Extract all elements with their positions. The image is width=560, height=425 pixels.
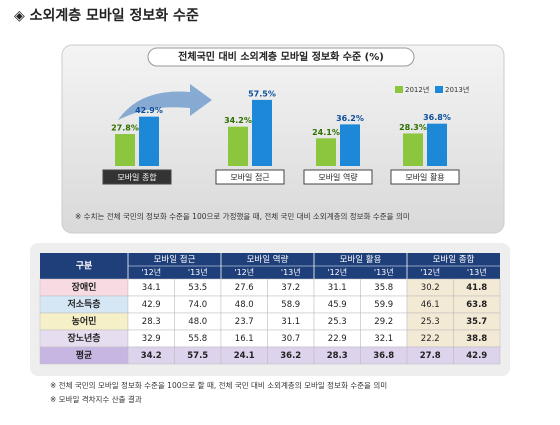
header-cell: '12년 — [327, 267, 347, 277]
legend-swatch — [435, 86, 443, 93]
cell: 32.1 — [374, 334, 393, 344]
category-label: 모바일 접근 — [230, 172, 269, 182]
header-cell: 모바일 종합 — [433, 254, 475, 265]
cell: 46.1 — [421, 300, 440, 310]
cell: 36.2 — [280, 351, 301, 361]
cell: 59.9 — [374, 300, 393, 310]
category-box — [102, 169, 172, 185]
category-label: 모바일 종합 — [117, 172, 157, 182]
cell: 22.9 — [328, 334, 347, 344]
value-label: 24.1% — [312, 128, 340, 137]
note: ※ 모바일 격차지수 산출 결과 — [50, 394, 142, 404]
header-cell: '13년 — [188, 267, 208, 277]
cell: 31.1 — [281, 317, 300, 327]
bar — [316, 138, 336, 166]
cell: 28.3 — [327, 351, 348, 361]
header-cell: 모바일 역량 — [247, 254, 289, 265]
cell: 27.8 — [420, 351, 441, 361]
cell: 24.1 — [234, 351, 255, 361]
bar — [252, 99, 272, 166]
row-label: 저소득층 — [67, 298, 100, 310]
cell: 27.6 — [235, 283, 254, 293]
cell: 42.9 — [142, 300, 161, 310]
cell: 48.0 — [235, 300, 254, 310]
cell: 34.2 — [141, 351, 162, 361]
header-cell: '13년 — [467, 267, 487, 277]
row-label: 평균 — [76, 349, 93, 361]
cell: 31.1 — [328, 283, 347, 293]
cell: 45.9 — [328, 300, 347, 310]
bar — [139, 116, 159, 166]
category-label: 모바일 역량 — [318, 172, 358, 182]
value-label: 57.5% — [248, 89, 276, 98]
cell: 16.1 — [235, 334, 254, 344]
header-cell: 모바일 접근 — [154, 254, 196, 265]
cell: 58.9 — [281, 300, 300, 310]
note: ※ 전체 국민의 모바일 정보화 수준을 100으로 할 때, 전체 국민 대비… — [50, 380, 387, 390]
value-label: 42.9% — [135, 106, 163, 115]
cell: 35.7 — [466, 317, 487, 327]
row-label: 장노년층 — [67, 332, 100, 344]
cell-bg — [453, 346, 501, 365]
legend-label: 2012년 — [405, 85, 429, 94]
cell: 74.0 — [188, 300, 207, 310]
bar — [340, 124, 360, 166]
category-box — [390, 169, 460, 185]
cell: 30.7 — [281, 334, 300, 344]
row-label: 농어민 — [72, 315, 97, 327]
legend-label: 2013년 — [445, 85, 469, 94]
header-cell: 모바일 활용 — [340, 254, 382, 265]
value-label: 34.2% — [224, 116, 252, 125]
legend-swatch — [395, 86, 403, 93]
bar — [228, 126, 248, 166]
value-label: 36.2% — [336, 114, 364, 123]
cell: 32.9 — [142, 334, 161, 344]
arrow — [118, 84, 212, 120]
cell: 41.8 — [466, 283, 487, 293]
category-box — [215, 169, 285, 185]
page-title: ◈ 소외계층 모바일 정보화 수준 — [14, 7, 199, 24]
bar — [427, 123, 447, 166]
cell: 38.8 — [466, 334, 487, 344]
header-cell: '13년 — [374, 267, 394, 277]
value-label: 36.8% — [423, 113, 451, 122]
category-label: 모바일 활용 — [405, 172, 444, 182]
cell: 28.3 — [142, 317, 161, 327]
category-box — [303, 169, 373, 185]
cell: 23.7 — [235, 317, 254, 327]
cell: 30.2 — [421, 283, 440, 293]
cell: 42.9 — [466, 351, 487, 361]
bar — [403, 133, 423, 166]
header-cell: '12년 — [141, 267, 161, 277]
value-label: 28.3% — [399, 123, 427, 132]
header-cell: 구분 — [76, 261, 93, 272]
cell: 36.8 — [373, 351, 394, 361]
value-label: 27.8% — [111, 124, 139, 133]
header-cell: '13년 — [281, 267, 301, 277]
header-cell: '12년 — [234, 267, 254, 277]
cell: 53.5 — [188, 283, 207, 293]
cell: 57.5 — [187, 351, 208, 361]
cell: 25.3 — [328, 317, 347, 327]
cell: 22.2 — [421, 334, 440, 344]
chart-title: 전체국민 대비 소외계층 모바일 정보화 수준 (%) — [178, 50, 384, 63]
cell: 63.8 — [466, 300, 487, 310]
cell: 55.8 — [188, 334, 207, 344]
cell: 34.1 — [142, 283, 161, 293]
chart-note: ※ 수치는 전체 국민의 정보화 수준을 100으로 가정했을 때, 전체 국민… — [75, 211, 410, 221]
cell: 48.0 — [188, 317, 207, 327]
row-label: 장애인 — [72, 281, 97, 293]
cell: 25.3 — [421, 317, 440, 327]
cell: 35.8 — [374, 283, 393, 293]
cell: 37.2 — [281, 283, 300, 293]
bar — [115, 134, 135, 166]
header-cell: '12년 — [420, 267, 440, 277]
cell: 29.2 — [374, 317, 393, 327]
chart-title-pill — [147, 47, 415, 67]
